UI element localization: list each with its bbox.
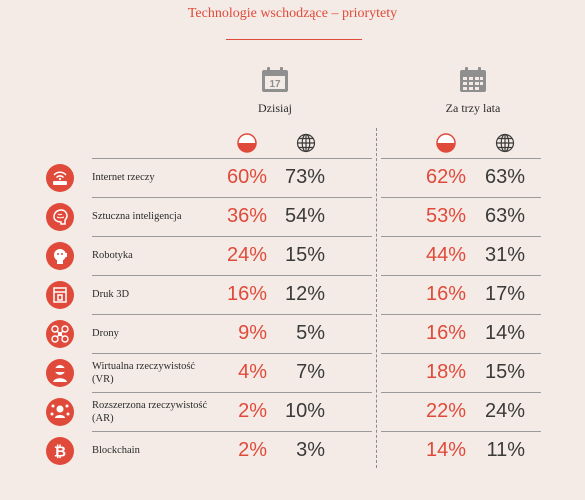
row-rule [381,197,541,198]
future-poland-value: 44% [425,244,466,266]
row-rule [92,275,372,276]
table-row: Robotyka 24% 15% 44% 31% [0,236,585,275]
ar-person-icon [46,398,74,426]
row-rule [381,158,541,159]
future-poland-value: 22% [425,400,466,422]
row-label: Robotyka [92,250,133,261]
table-row: Drony 9% 5% 16% 14% [0,314,585,353]
row-rule [381,392,541,393]
future-global-value: 15% [484,361,525,383]
row-label: Sztuczna inteligencja [92,211,182,222]
row-rule [92,353,372,354]
row-rule [92,197,372,198]
row-rule [381,314,541,315]
future-poland-value: 16% [425,322,466,344]
table-row: Rozszerzona rzeczywistość (AR) 2% 10% 22… [0,392,585,431]
future-poland-value: 18% [425,361,466,383]
today-poland-value: 4% [238,361,267,383]
drone-icon [46,320,74,348]
robot-icon [46,242,74,270]
table-row: Internet rzeczy 60% 73% 62% 63% [0,158,585,197]
row-rule [381,353,541,354]
title-underline [226,39,362,40]
period-today-header: 17 Dzisiaj [220,66,330,116]
row-rule [92,236,372,237]
today-poland-value: 16% [226,283,267,305]
iot-router-icon [46,164,74,192]
future-poland-value: 16% [425,283,466,305]
table-row: Sztuczna inteligencja 36% 54% 53% 63% [0,197,585,236]
period-three-years-header: Za trzy lata [418,66,528,116]
row-rule [381,275,541,276]
today-poland-value: 60% [226,166,267,188]
today-global-value: 10% [284,400,325,422]
future-global-value: 17% [484,283,525,305]
row-rule [92,431,372,432]
brain-icon [46,203,74,231]
today-poland-value: 2% [238,400,267,422]
poland-flag-icon [237,133,257,153]
future-poland-value: 53% [425,205,466,227]
table-row: Druk 3D 16% 12% 16% 17% [0,275,585,314]
globe-icon [296,133,316,153]
row-rule [92,314,372,315]
future-poland-value: 62% [425,166,466,188]
today-global-value: 73% [284,166,325,188]
row-label: Wirtualna rzeczywistość (VR) [92,360,196,385]
page-title: Technologie wschodzące – priorytety [187,6,398,21]
period-today-label: Dzisiaj [258,101,292,115]
today-poland-value: 9% [238,322,267,344]
row-rule [381,236,541,237]
future-poland-value: 14% [425,439,466,461]
future-global-value: 24% [484,400,525,422]
today-global-value: 15% [284,244,325,266]
today-global-value: 3% [296,439,325,461]
today-global-value: 12% [284,283,325,305]
today-global-value: 54% [284,205,325,227]
svg-text:₿: ₿ [54,444,66,461]
today-poland-value: 36% [226,205,267,227]
today-poland-value: 24% [226,244,267,266]
table-row: ₿ Blockchain 2% 3% 14% 11% [0,431,585,470]
row-label: Drony [92,328,119,339]
future-global-value: 14% [484,322,525,344]
row-label: Internet rzeczy [92,172,155,183]
svg-text:17: 17 [269,79,281,90]
calendar-grid-icon [460,67,486,92]
row-label: Druk 3D [92,289,130,300]
vr-headset-icon [46,359,74,387]
row-label: Blockchain [92,445,140,456]
future-global-value: 31% [484,244,525,266]
row-rule [92,158,372,159]
future-global-value: 63% [484,166,525,188]
future-global-value: 63% [484,205,525,227]
row-rule [381,431,541,432]
calendar-17-icon: 17 [262,67,288,92]
period-three-years-label: Za trzy lata [445,101,501,115]
row-label: Rozszerzona rzeczywistość (AR) [92,399,208,424]
row-rule [92,392,372,393]
poland-flag-icon [436,133,456,153]
today-global-value: 7% [296,361,325,383]
today-poland-value: 2% [238,439,267,461]
globe-icon [495,133,515,153]
table-row: Wirtualna rzeczywistość (VR) 4% 7% 18% 1… [0,353,585,392]
bitcoin-icon: ₿ [46,437,74,465]
future-global-value: 11% [486,439,525,461]
period-divider [376,128,377,468]
today-global-value: 5% [296,322,325,344]
3d-printer-icon [46,281,74,309]
